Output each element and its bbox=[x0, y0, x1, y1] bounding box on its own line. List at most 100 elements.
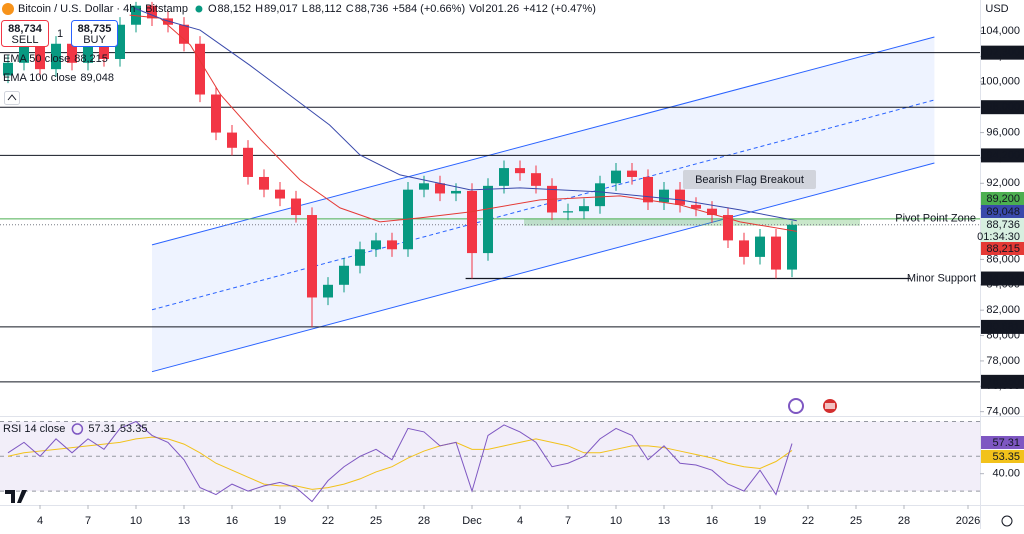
level-tag bbox=[981, 148, 1024, 163]
ohlc-value: 88,112 bbox=[309, 3, 342, 15]
x-tick-label: 25 bbox=[850, 515, 862, 527]
settings-icon[interactable] bbox=[1001, 515, 1013, 527]
buy-label: BUY bbox=[83, 34, 106, 46]
y-tick-label: 86,000 bbox=[986, 253, 1020, 265]
ohlc-value: 89,017 bbox=[264, 3, 298, 15]
rsi-line bbox=[7, 420, 793, 503]
rsi-legend-name: RSI 14 close bbox=[3, 423, 65, 435]
candle-body bbox=[515, 168, 525, 174]
buy-price: 88,735 bbox=[78, 23, 112, 35]
candle-body bbox=[723, 215, 733, 241]
x-tick-label: 7 bbox=[565, 515, 571, 527]
candle-body bbox=[307, 215, 317, 298]
x-tick-label: 7 bbox=[85, 515, 91, 527]
x-tick-label: 2026 bbox=[956, 515, 980, 527]
candle-body bbox=[579, 206, 589, 212]
candle-body bbox=[451, 190, 461, 194]
price-tag-label: 57.31 bbox=[992, 437, 1020, 449]
candle-body bbox=[275, 189, 285, 199]
candle-body bbox=[707, 208, 717, 216]
candle-body bbox=[19, 46, 29, 63]
x-tick-label: Dec bbox=[462, 515, 482, 527]
candle-body bbox=[291, 198, 301, 216]
candle-body bbox=[67, 43, 77, 63]
candle-body bbox=[83, 43, 93, 63]
price-tag-label: 53.35 bbox=[992, 451, 1020, 463]
currency: USD bbox=[985, 3, 1008, 15]
ema-line bbox=[129, 14, 797, 232]
sell-button[interactable] bbox=[1, 20, 49, 47]
x-tick-label: 22 bbox=[802, 515, 814, 527]
candle-body bbox=[227, 132, 237, 148]
collapse-button[interactable] bbox=[4, 91, 20, 105]
level-tag bbox=[981, 319, 1024, 334]
level-tag-label: 76,350 bbox=[986, 376, 1020, 388]
price-tag-label: 89,048 bbox=[986, 206, 1020, 218]
candle-body bbox=[499, 168, 509, 186]
annotation-box bbox=[683, 170, 816, 189]
candle-body bbox=[211, 94, 221, 133]
price-tag bbox=[981, 230, 1024, 243]
x-tick-label: 28 bbox=[898, 515, 910, 527]
candle-body bbox=[691, 204, 701, 209]
x-tick-label: 10 bbox=[130, 515, 142, 527]
candle-body bbox=[755, 236, 765, 257]
candle-body bbox=[131, 5, 141, 25]
candle-body bbox=[771, 236, 781, 270]
candle-body bbox=[611, 170, 621, 184]
level-tag bbox=[981, 45, 1024, 60]
x-tick-label: 16 bbox=[706, 515, 718, 527]
channel-line bbox=[151, 162, 935, 373]
candle-body bbox=[115, 24, 125, 59]
x-tick-label: 19 bbox=[274, 515, 286, 527]
pivot-label: Pivot Point Zone bbox=[895, 213, 976, 225]
y-tick-label: 82,000 bbox=[986, 304, 1020, 316]
ohlc-key: L bbox=[302, 3, 308, 15]
sell-price: 88,734 bbox=[8, 23, 43, 35]
candle-body bbox=[51, 43, 61, 70]
candle-body bbox=[179, 24, 189, 44]
x-tick-label: 16 bbox=[226, 515, 238, 527]
replay-icon[interactable] bbox=[788, 398, 804, 414]
candle-body bbox=[99, 43, 109, 59]
ohlc-key: H bbox=[255, 3, 263, 15]
price-tag-label: 01:34:30 bbox=[977, 231, 1020, 243]
support-tag bbox=[981, 271, 1024, 286]
change: +584 (+0.66%) bbox=[392, 3, 465, 15]
price-tag bbox=[981, 218, 1024, 231]
symbol-title: Bitcoin / U.S. Dollar · 4h · Bitstamp bbox=[18, 3, 188, 15]
y-tick-label: 78,000 bbox=[986, 355, 1020, 367]
candle-body bbox=[483, 185, 493, 254]
candle-body bbox=[195, 43, 205, 95]
candle-body bbox=[355, 249, 365, 266]
y-tick-label: 100,000 bbox=[980, 76, 1020, 88]
flag-stripes bbox=[825, 403, 835, 409]
level-tag-label: 102,300 bbox=[980, 47, 1020, 59]
support-label: Minor Support bbox=[907, 272, 976, 284]
pivot-zone bbox=[524, 218, 860, 226]
x-tick-label: 13 bbox=[178, 515, 190, 527]
x-tick-label: 13 bbox=[658, 515, 670, 527]
candle-body bbox=[659, 189, 669, 203]
candle-body bbox=[419, 183, 429, 190]
market-status bbox=[195, 5, 203, 13]
candle-body bbox=[147, 5, 157, 19]
candle-body bbox=[467, 190, 477, 254]
price-tag bbox=[981, 205, 1024, 218]
buy-button[interactable] bbox=[71, 20, 118, 47]
y-tick-label: 104,000 bbox=[980, 25, 1020, 37]
candle-body bbox=[531, 173, 541, 186]
price-tag bbox=[981, 436, 1024, 449]
price-tag bbox=[981, 192, 1024, 205]
x-tick-label: 4 bbox=[37, 515, 43, 527]
volume-change: +412 (+0.47%) bbox=[523, 3, 596, 15]
rsi-legend-ma: 53.35 bbox=[120, 423, 148, 435]
candle-body bbox=[243, 147, 253, 177]
x-tick-label: 4 bbox=[517, 515, 523, 527]
price-tag bbox=[981, 242, 1024, 255]
ohlc-value: 88,152 bbox=[218, 3, 252, 15]
candle-body bbox=[595, 183, 605, 207]
ohlc-value: 88,736 bbox=[355, 3, 389, 15]
